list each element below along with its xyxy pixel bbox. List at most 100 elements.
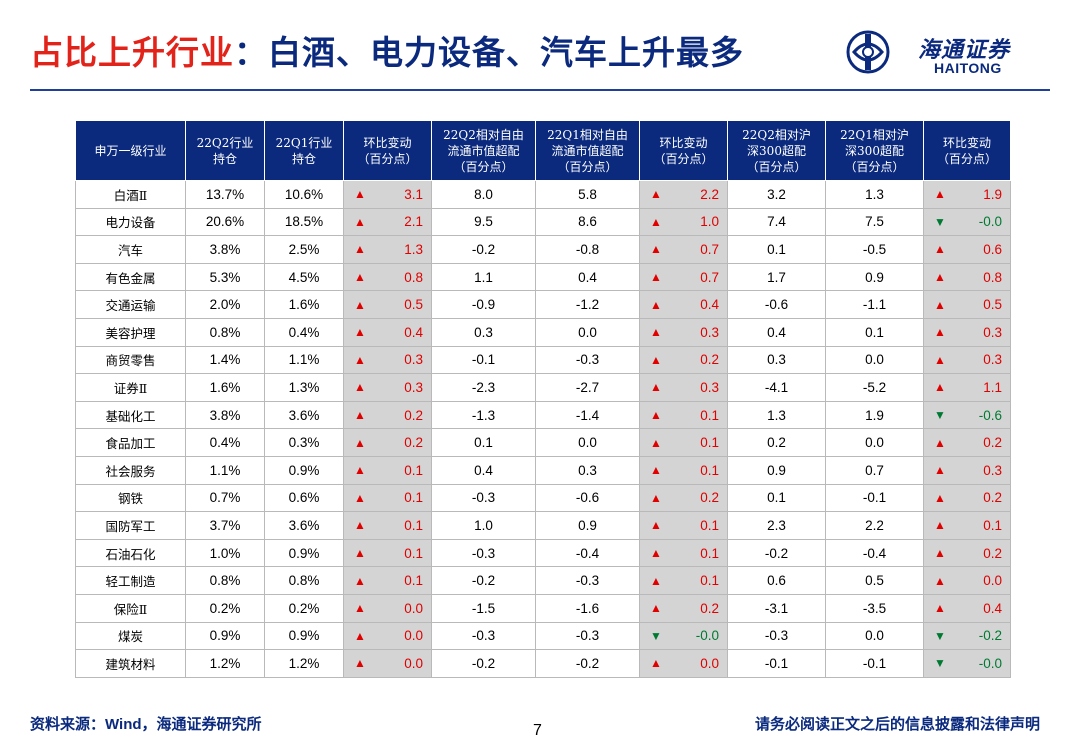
change-cell: ▲ 0.3 bbox=[923, 317, 1011, 347]
industry-name: 白酒Ⅱ bbox=[75, 180, 186, 209]
change-value: 0.2 bbox=[700, 352, 719, 368]
q1-hs300-overweight: 1.9 bbox=[825, 400, 924, 430]
change-cell-content: ▲ 1.0 bbox=[646, 214, 721, 229]
change-cell-content: ▲ 0.1 bbox=[350, 463, 425, 478]
change-cell: ▲ 0.2 bbox=[343, 400, 432, 430]
change-cell: ▲ 2.2 bbox=[639, 180, 728, 209]
change-cell: ▲ 0.3 bbox=[639, 373, 728, 402]
q1-holding: 0.9% bbox=[264, 621, 344, 651]
up-triangle-icon: ▲ bbox=[934, 546, 946, 561]
q2-float-overweight: 8.0 bbox=[431, 180, 536, 209]
q2-hs300-overweight: 0.2 bbox=[727, 428, 826, 457]
change-value: 0.3 bbox=[700, 324, 719, 340]
column-header: 22Q2行业 持仓 bbox=[185, 120, 265, 181]
up-triangle-icon: ▲ bbox=[650, 242, 662, 257]
title-rest: ：白酒、电力设备、汽车上升最多 bbox=[234, 33, 744, 72]
q1-float-overweight: -1.6 bbox=[535, 593, 640, 623]
change-value: 0.1 bbox=[404, 462, 423, 478]
q1-float-overweight: 5.8 bbox=[535, 180, 640, 209]
q1-hs300-overweight: 0.5 bbox=[825, 566, 924, 595]
q2-float-overweight: -0.3 bbox=[431, 483, 536, 513]
q1-hs300-overweight: -0.4 bbox=[825, 538, 924, 568]
change-cell-content: ▲ 0.1 bbox=[350, 490, 425, 505]
q1-holding: 10.6% bbox=[264, 180, 344, 209]
change-value: 0.1 bbox=[404, 517, 423, 533]
change-cell: ▲ 1.9 bbox=[923, 180, 1011, 209]
change-value: 0.1 bbox=[700, 462, 719, 478]
q2-hs300-overweight: 1.7 bbox=[727, 262, 826, 292]
change-value: -0.0 bbox=[978, 214, 1002, 230]
q1-holding: 2.5% bbox=[264, 235, 344, 264]
change-value: 0.2 bbox=[983, 490, 1002, 506]
change-value: 0.0 bbox=[404, 600, 423, 616]
up-triangle-icon: ▲ bbox=[354, 352, 366, 367]
change-cell: ▼ -0.2 bbox=[923, 621, 1011, 651]
change-cell-content: ▲ 0.3 bbox=[930, 325, 1004, 340]
change-cell-content: ▲ 0.3 bbox=[646, 325, 721, 340]
q1-holding: 3.6% bbox=[264, 400, 344, 430]
change-cell-content: ▲ 0.8 bbox=[930, 270, 1004, 285]
table-row: 证券Ⅱ 1.6% 1.3% ▲ 0.3 -2.3 -2.7 ▲ 0.3 -4.1 -5.2 ▲ 1.1 bbox=[75, 373, 1011, 402]
change-value: 0.3 bbox=[404, 379, 423, 395]
change-value: 0.7 bbox=[700, 269, 719, 285]
industry-name: 有色金属 bbox=[75, 262, 186, 292]
q1-float-overweight: 0.9 bbox=[535, 511, 640, 540]
q2-float-overweight: -0.3 bbox=[431, 621, 536, 651]
logo-english-text: HAITONG bbox=[934, 60, 1002, 76]
up-triangle-icon: ▲ bbox=[354, 601, 366, 616]
column-header-line: 22Q1相对自由 bbox=[547, 127, 628, 142]
q1-float-overweight: 0.0 bbox=[535, 317, 640, 347]
change-cell-content: ▼ -0.2 bbox=[930, 628, 1004, 643]
change-value: 0.2 bbox=[700, 490, 719, 506]
change-cell: ▲ 0.2 bbox=[923, 483, 1011, 513]
q1-holding: 1.1% bbox=[264, 345, 344, 375]
change-cell: ▲ 0.1 bbox=[639, 428, 728, 457]
up-triangle-icon: ▲ bbox=[934, 352, 946, 367]
q2-float-overweight: -0.2 bbox=[431, 649, 536, 678]
change-cell: ▲ 0.1 bbox=[639, 455, 728, 485]
column-header-line: 流通市值超配 bbox=[551, 143, 624, 158]
table-row: 电力设备 20.6% 18.5% ▲ 2.1 9.5 8.6 ▲ 1.0 7.4 7.5 ▼ -0.0 bbox=[75, 207, 1011, 237]
up-triangle-icon: ▲ bbox=[354, 656, 366, 671]
change-value: 0.0 bbox=[404, 655, 423, 671]
change-value: 0.3 bbox=[404, 352, 423, 368]
change-value: 2.2 bbox=[700, 186, 719, 202]
change-cell: ▼ -0.6 bbox=[923, 400, 1011, 430]
change-cell: ▲ 0.8 bbox=[343, 262, 432, 292]
change-cell-content: ▲ 0.0 bbox=[350, 601, 425, 616]
change-value: 0.2 bbox=[983, 545, 1002, 561]
change-value: 0.2 bbox=[983, 435, 1002, 451]
up-triangle-icon: ▲ bbox=[934, 325, 946, 340]
change-cell-content: ▲ 0.1 bbox=[646, 546, 721, 561]
change-cell-content: ▲ 0.1 bbox=[646, 408, 721, 423]
table-row: 汽车 3.8% 2.5% ▲ 1.3 -0.2 -0.8 ▲ 0.7 0.1 -0.5 ▲ 0.6 bbox=[75, 235, 1011, 264]
up-triangle-icon: ▲ bbox=[650, 518, 662, 533]
q2-holding: 2.0% bbox=[185, 290, 265, 319]
up-triangle-icon: ▲ bbox=[650, 463, 662, 478]
title-accent: 占比上升行业 bbox=[30, 33, 234, 72]
q1-hs300-overweight: -3.5 bbox=[825, 593, 924, 623]
change-value: -0.0 bbox=[695, 628, 719, 644]
change-cell-content: ▲ 2.1 bbox=[350, 214, 425, 229]
q1-holding: 0.9% bbox=[264, 538, 344, 568]
change-value: 0.2 bbox=[404, 407, 423, 423]
table-row: 轻工制造 0.8% 0.8% ▲ 0.1 -0.2 -0.3 ▲ 0.1 0.6 0.5 ▲ 0.0 bbox=[75, 566, 1011, 595]
change-cell: ▲ 0.2 bbox=[639, 593, 728, 623]
up-triangle-icon: ▲ bbox=[934, 518, 946, 533]
down-triangle-icon: ▼ bbox=[934, 408, 946, 423]
change-cell-content: ▲ 0.3 bbox=[350, 380, 425, 395]
change-cell-content: ▲ 0.4 bbox=[930, 601, 1004, 616]
industry-name: 社会服务 bbox=[75, 455, 186, 485]
table-row: 交通运输 2.0% 1.6% ▲ 0.5 -0.9 -1.2 ▲ 0.4 -0.6 -1.1 ▲ 0.5 bbox=[75, 290, 1011, 319]
change-value: 1.9 bbox=[983, 186, 1002, 202]
change-cell-content: ▲ 0.2 bbox=[350, 408, 425, 423]
change-value: 0.3 bbox=[700, 379, 719, 395]
change-cell-content: ▲ 0.0 bbox=[646, 656, 721, 671]
up-triangle-icon: ▲ bbox=[354, 408, 366, 423]
change-value: 0.1 bbox=[700, 407, 719, 423]
column-header-line: 流通市值超配 bbox=[447, 143, 520, 158]
source-note: 资料来源：Wind，海通证券研究所 bbox=[30, 713, 262, 734]
change-cell: ▲ 0.3 bbox=[639, 317, 728, 347]
table-row: 有色金属 5.3% 4.5% ▲ 0.8 1.1 0.4 ▲ 0.7 1.7 0.9 ▲ 0.8 bbox=[75, 262, 1011, 292]
table-header-row: 申万一级行业 22Q2行业 持仓 22Q1行业 持仓 环比变动 （百分点） 22Q2相对自由流… bbox=[75, 120, 1011, 181]
